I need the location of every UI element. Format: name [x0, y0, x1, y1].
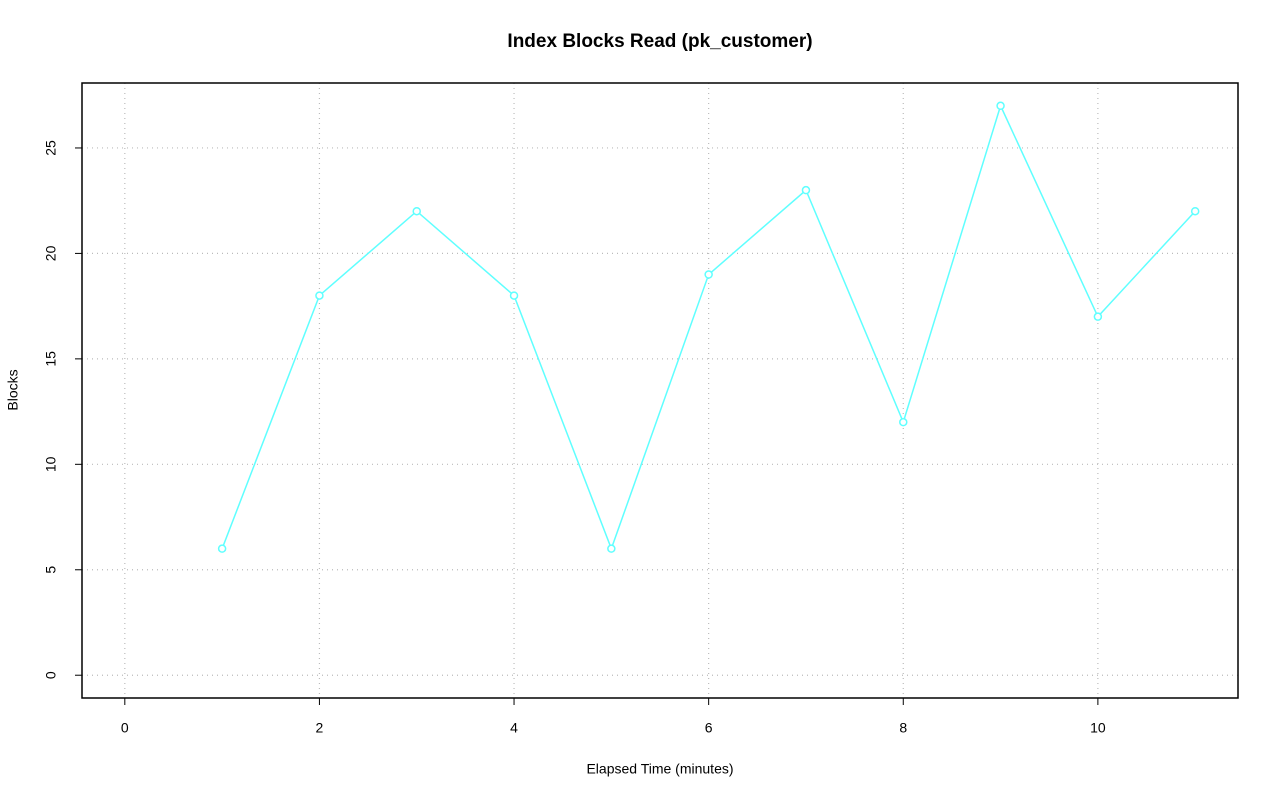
- data-point: [217, 544, 227, 553]
- data-point: [1190, 206, 1200, 216]
- data-point: [899, 417, 908, 427]
- y-tick-label: 5: [43, 566, 59, 574]
- y-tick-label: 25: [43, 140, 59, 156]
- data-point: [1093, 312, 1103, 321]
- data-point: [412, 206, 421, 216]
- x-tick-label: 0: [121, 720, 129, 736]
- x-tick-label: 2: [316, 720, 324, 736]
- data-point: [315, 291, 324, 300]
- plot-frame: [81, 82, 1239, 699]
- data-point: [607, 544, 616, 553]
- y-tick-label: 10: [43, 456, 59, 472]
- y-tick-label: 20: [43, 245, 59, 261]
- chart-title: Index Blocks Read (pk_customer): [507, 31, 812, 52]
- data-point: [509, 291, 519, 300]
- x-tick-label: 6: [705, 720, 713, 736]
- data-point: [704, 270, 713, 279]
- y-axis-label: Blocks: [5, 369, 21, 410]
- y-tick-label: 0: [43, 671, 59, 679]
- series-line: [221, 103, 1196, 551]
- x-tick-label: 4: [510, 720, 518, 736]
- x-tick-label: 8: [899, 720, 907, 736]
- data-point: [801, 185, 811, 195]
- x-axis-label: Elapsed Time (minutes): [586, 761, 733, 777]
- y-tick-label: 15: [43, 351, 59, 367]
- x-tick-label: 10: [1090, 720, 1106, 736]
- data-point: [996, 101, 1005, 111]
